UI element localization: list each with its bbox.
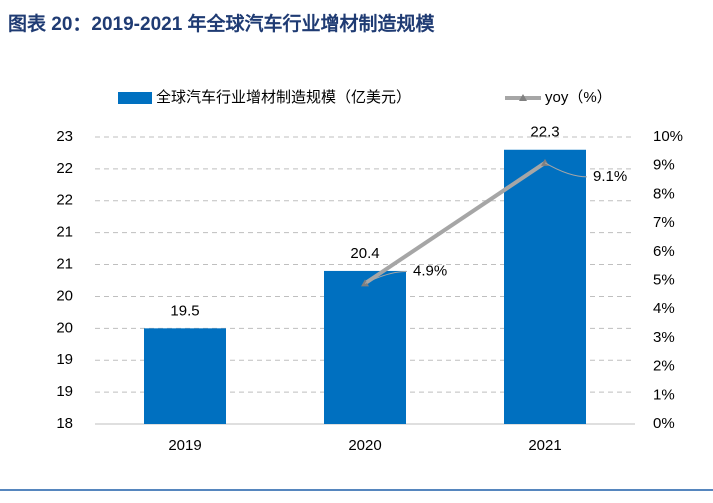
data-label: 19.5 bbox=[170, 302, 199, 319]
y-tick-label: 22 bbox=[56, 160, 73, 177]
y2-tick-label: 8% bbox=[653, 185, 675, 202]
legend-marker bbox=[519, 94, 527, 101]
data-label: 4.9% bbox=[413, 262, 447, 279]
y2-tick-label: 3% bbox=[653, 329, 675, 346]
x-tick-label: 2021 bbox=[528, 437, 561, 454]
y2-tick-label: 9% bbox=[653, 157, 675, 174]
y2-tick-label: 1% bbox=[653, 386, 675, 403]
legend-swatch bbox=[118, 92, 152, 104]
y2-tick-label: 5% bbox=[653, 271, 675, 288]
y2-tick-label: 4% bbox=[653, 300, 675, 317]
bar bbox=[504, 149, 586, 424]
data-label: 9.1% bbox=[593, 168, 627, 185]
y2-tick-label: 10% bbox=[653, 128, 683, 145]
chart-title: 图表 20：2019-2021 年全球汽车行业增材制造规模 bbox=[8, 12, 436, 35]
y2-tick-label: 0% bbox=[653, 415, 675, 432]
data-label: 22.3 bbox=[530, 124, 559, 141]
x-tick-label: 2019 bbox=[168, 437, 201, 454]
bar bbox=[144, 328, 226, 424]
y-tick-label: 23 bbox=[56, 128, 73, 145]
y2-tick-label: 2% bbox=[653, 358, 675, 375]
x-tick-label: 2020 bbox=[348, 437, 381, 454]
y-tick-label: 18 bbox=[56, 415, 73, 432]
y2-tick-label: 6% bbox=[653, 243, 675, 260]
line bbox=[363, 161, 547, 286]
leader-line bbox=[364, 270, 408, 284]
data-label: 20.4 bbox=[350, 245, 379, 262]
y-tick-label: 19 bbox=[56, 351, 73, 368]
y-tick-label: 20 bbox=[56, 319, 73, 336]
y-tick-label: 19 bbox=[56, 383, 73, 400]
leader-line bbox=[544, 162, 588, 178]
y-tick-label: 21 bbox=[56, 256, 73, 273]
y-tick-label: 20 bbox=[56, 287, 73, 304]
legend-label: 全球汽车行业增材制造规模（亿美元） bbox=[156, 88, 411, 106]
bar bbox=[324, 270, 406, 424]
legend-label: yoy（%） bbox=[545, 89, 612, 106]
y-tick-label: 22 bbox=[56, 192, 73, 209]
y2-tick-label: 7% bbox=[653, 214, 675, 231]
y-tick-label: 21 bbox=[56, 224, 73, 241]
